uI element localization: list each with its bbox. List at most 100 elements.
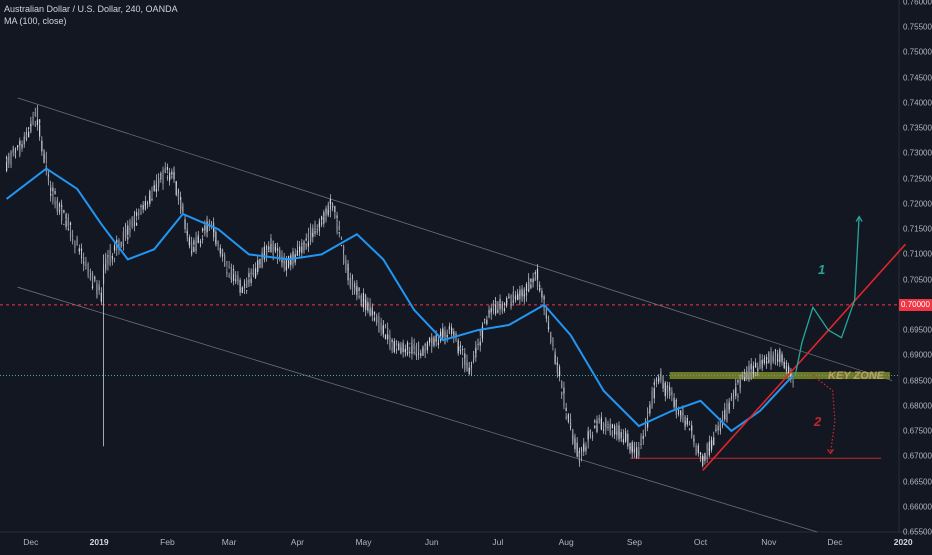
candle-body	[697, 445, 699, 454]
candle-body	[210, 221, 213, 223]
candle-body	[426, 342, 428, 344]
chart-legend: Australian Dollar / U.S. Dollar, 240, OA…	[4, 3, 178, 27]
candle-body	[530, 278, 532, 282]
candle-body	[191, 242, 193, 251]
candle-body	[116, 239, 118, 243]
x-tick-label: Jun	[424, 537, 439, 547]
candle-body	[303, 244, 305, 252]
candle-body	[43, 154, 45, 163]
candle-body	[169, 176, 171, 180]
candle-body	[54, 191, 56, 194]
candle-body	[783, 361, 785, 369]
candle-body	[442, 328, 444, 336]
candle-body	[506, 301, 508, 303]
candle-body	[761, 359, 763, 364]
candle-body	[651, 403, 653, 408]
candle-body	[215, 239, 217, 245]
candle-body	[158, 178, 160, 188]
candle-body	[647, 421, 649, 428]
scenario-2-label: 2	[814, 414, 822, 429]
candle-body	[585, 445, 587, 448]
key-zone-label: KEY ZONE	[828, 370, 885, 382]
candle-body	[100, 293, 102, 302]
x-tick-label: Dec	[23, 537, 39, 547]
candle-body	[197, 236, 199, 243]
candle-body	[384, 334, 387, 340]
candle-body	[611, 424, 614, 428]
candle-body	[444, 335, 446, 339]
candle-body	[406, 350, 409, 353]
candle-body	[556, 365, 558, 373]
candle-body	[651, 390, 653, 400]
candle-body	[567, 414, 569, 420]
candle-body	[217, 245, 219, 246]
candle-body	[550, 331, 552, 343]
symbol-title: Australian Dollar / U.S. Dollar, 240, OA…	[4, 4, 178, 14]
candle-body	[398, 343, 400, 351]
candle-body	[539, 287, 541, 291]
candle-body	[193, 246, 195, 253]
candle-body	[618, 425, 620, 440]
candle-body	[653, 387, 655, 399]
candle-body	[250, 271, 252, 275]
candle-body	[85, 268, 87, 270]
candle-body	[614, 425, 616, 430]
candle-body	[777, 359, 779, 362]
candle-body	[17, 148, 19, 150]
candle-body	[481, 326, 484, 339]
candle-body	[512, 291, 514, 298]
candle-body	[757, 368, 759, 371]
y-tick-label: 0.75000	[903, 47, 932, 57]
candle-body	[83, 261, 85, 266]
candle-body	[699, 456, 702, 461]
candle-body	[347, 263, 349, 271]
candle-body	[230, 266, 232, 280]
candle-body	[695, 445, 697, 450]
candle-body	[116, 245, 118, 251]
candle-body	[490, 311, 492, 315]
candle-body	[34, 111, 36, 116]
candle-body	[759, 357, 761, 369]
candle-body	[428, 338, 431, 342]
candle-body	[265, 249, 268, 256]
candle-body	[343, 253, 345, 264]
candle-body	[206, 221, 208, 233]
indicator-title: MA (100, close)	[4, 16, 67, 26]
candle-body	[100, 290, 102, 292]
candle-body	[479, 329, 481, 333]
candle-body	[724, 410, 726, 420]
candle-body	[629, 446, 631, 451]
candle-body	[45, 157, 47, 159]
candle-body	[325, 212, 327, 220]
candle-body	[644, 424, 647, 431]
candle-body	[340, 245, 343, 246]
candle-body	[120, 242, 122, 244]
candle-body	[89, 276, 91, 280]
candle-body	[6, 158, 8, 162]
candle-body	[536, 268, 539, 281]
candle-body	[384, 325, 387, 327]
candle-body	[142, 205, 144, 210]
candle-body	[735, 387, 737, 397]
y-tick-label: 0.67500	[903, 426, 932, 436]
candle-body	[779, 349, 781, 363]
candle-body	[173, 173, 175, 179]
candle-body	[587, 431, 589, 440]
candle-body	[631, 446, 633, 453]
candle-body	[127, 237, 129, 240]
candle-body	[250, 278, 252, 284]
candle-body	[129, 221, 131, 225]
candle-body	[204, 225, 206, 231]
y-tick-label: 0.71000	[903, 249, 932, 259]
candle-body	[228, 266, 230, 269]
x-tick-label: Dec	[827, 537, 843, 547]
candle-body	[464, 358, 466, 369]
y-tick-label: 0.76000	[903, 0, 932, 7]
candle-body	[721, 414, 724, 424]
candle-body	[219, 255, 221, 256]
scenario-2-arrowhead	[826, 448, 835, 455]
candle-body	[19, 142, 21, 156]
candle-body	[611, 430, 614, 436]
